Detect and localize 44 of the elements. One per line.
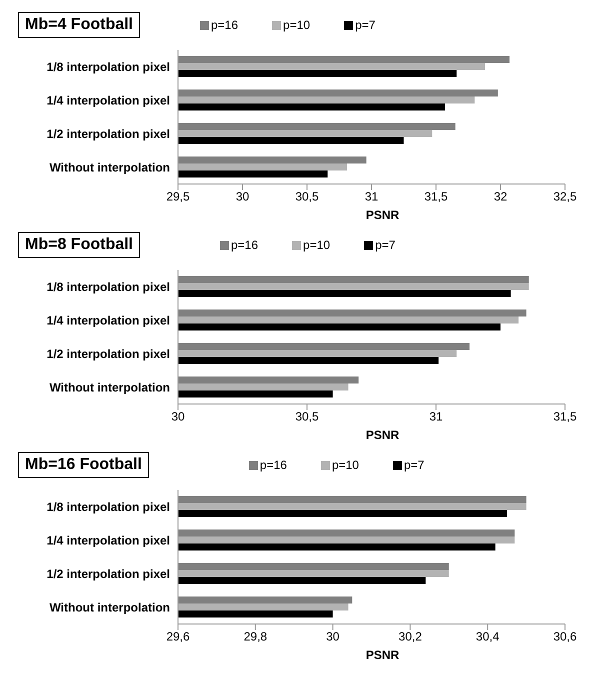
chart-title: Mb=8 Football bbox=[18, 232, 140, 258]
y-tick-label: 1/4 interpolation pixel bbox=[46, 94, 170, 108]
x-tick-label: 31 bbox=[429, 410, 443, 424]
x-tick-label: 31,5 bbox=[553, 410, 577, 424]
y-tick-label: 1/4 interpolation pixel bbox=[46, 534, 170, 548]
legend-label: p=16 bbox=[211, 18, 238, 32]
legend-label: p=10 bbox=[283, 18, 310, 32]
x-tick-label: 30 bbox=[171, 410, 185, 424]
x-tick-label: 30,5 bbox=[295, 410, 319, 424]
y-tick-label: 1/2 interpolation pixel bbox=[46, 567, 170, 582]
legend-label: p=7 bbox=[404, 458, 424, 472]
x-tick-label: 32,5 bbox=[553, 190, 577, 204]
x-tick-label: 30 bbox=[326, 630, 340, 644]
x-tick-label: 29,6 bbox=[166, 630, 190, 644]
y-tick-label: Without interpolation bbox=[49, 600, 170, 615]
x-tick-label: 30,4 bbox=[476, 630, 500, 644]
legend-label: p=7 bbox=[355, 18, 376, 32]
x-tick-label: 29,5 bbox=[166, 190, 190, 204]
x-axis-title: PSNR bbox=[364, 208, 400, 224]
legend-label: p=10 bbox=[332, 458, 359, 472]
y-tick-label: 1/2 interpolation pixel bbox=[46, 127, 170, 142]
y-tick-label: 1/4 interpolation pixel bbox=[46, 314, 170, 328]
x-tick-label: 29,8 bbox=[244, 630, 268, 644]
y-tick-label: 1/8 interpolation pixel bbox=[46, 500, 170, 514]
y-tick-label: 1/2 interpolation pixel bbox=[46, 347, 170, 362]
x-tick-label: 32 bbox=[494, 190, 508, 204]
x-axis-title: PSNR bbox=[364, 648, 400, 664]
legend-label: p=16 bbox=[231, 238, 258, 252]
x-tick-label: 30,5 bbox=[295, 190, 319, 204]
chart-title: Mb=16 Football bbox=[18, 452, 149, 478]
y-tick-label: Without interpolation bbox=[49, 160, 170, 175]
x-tick-label: 30,2 bbox=[398, 630, 422, 644]
legend-label: p=7 bbox=[375, 238, 396, 252]
x-tick-label: 31,5 bbox=[424, 190, 448, 204]
x-tick-label: 31 bbox=[364, 190, 378, 204]
chart-title: Mb=4 Football bbox=[18, 12, 140, 38]
x-tick-label: 30 bbox=[236, 190, 250, 204]
y-tick-label: Without interpolation bbox=[49, 380, 170, 395]
y-tick-label: 1/8 interpolation pixel bbox=[46, 60, 170, 74]
legend-label: p=10 bbox=[303, 238, 330, 252]
legend-label: p=16 bbox=[260, 458, 287, 472]
x-tick-label: 30,6 bbox=[553, 630, 577, 644]
y-tick-label: 1/8 interpolation pixel bbox=[46, 280, 170, 294]
x-axis-title: PSNR bbox=[364, 428, 400, 444]
